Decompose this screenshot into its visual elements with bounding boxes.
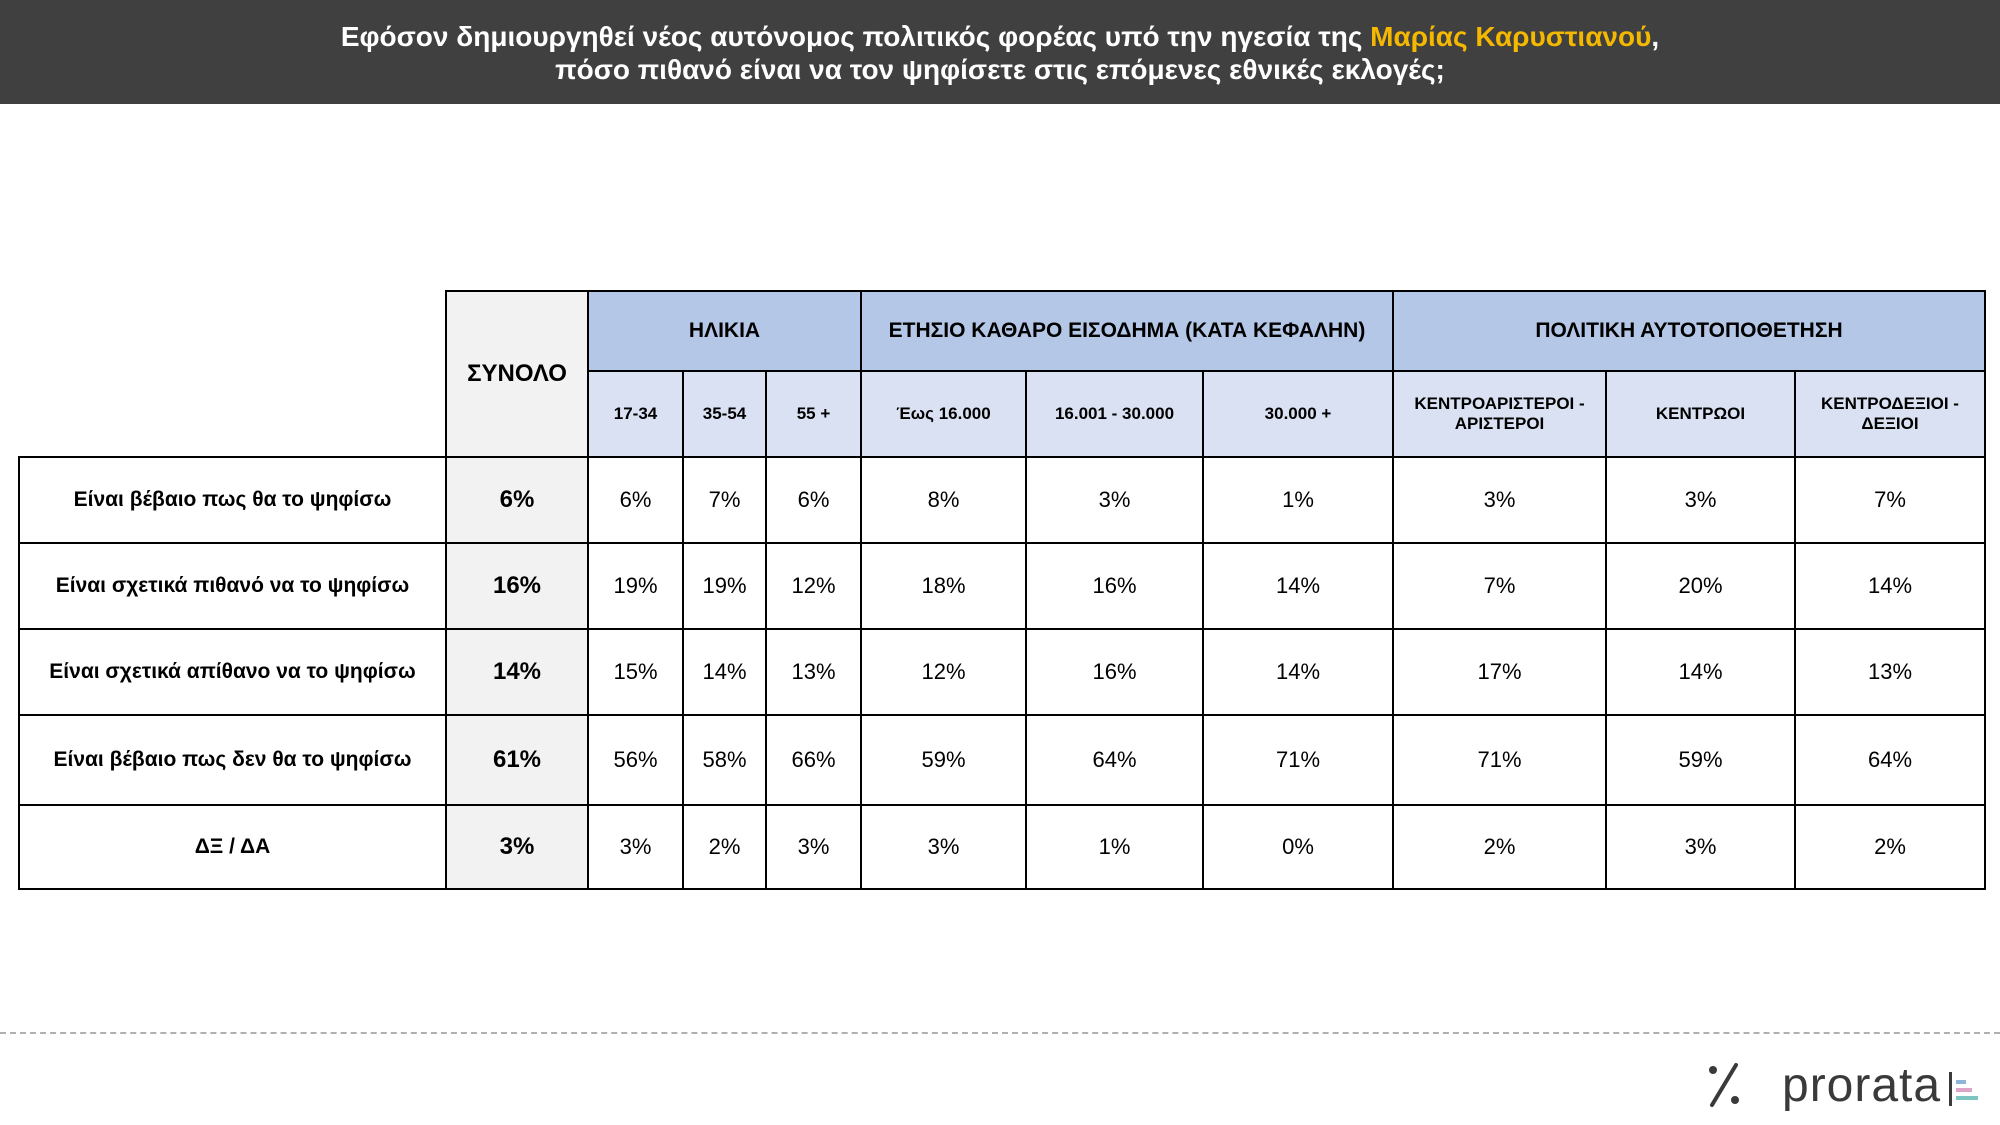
value-cell: 12% bbox=[860, 628, 1027, 716]
value-cell: 14% bbox=[1202, 628, 1394, 716]
value-cell: 1% bbox=[1025, 804, 1204, 890]
row-label: Είναι σχετικά πιθανό να το ψηφίσω bbox=[18, 542, 447, 630]
footer-divider bbox=[0, 1032, 2000, 1034]
title-bar: Εφόσον δημιουργηθεί νέος αυτόνομος πολιτ… bbox=[0, 0, 2000, 104]
title-highlight-name: Μαρίας Καρυστιανού bbox=[1370, 21, 1652, 52]
row-label: Είναι σχετικά απίθανο να το ψηφίσω bbox=[18, 628, 447, 716]
value-cell: 2% bbox=[1794, 804, 1986, 890]
table-body: Είναι βέβαιο πως θα το ψηφίσω 6% 6% 7% 6% 8% 3… bbox=[18, 456, 1986, 890]
group-header-income: ΕΤΗΣΙΟ ΚΑΘΑΡΟ ΕΙΣΟΔΗΜΑ (ΚΑΤΑ ΚΕΦΑΛΗΝ) bbox=[860, 290, 1394, 372]
value-cell: 2% bbox=[1392, 804, 1607, 890]
brand-logo-text: prorata bbox=[1782, 1059, 1942, 1112]
value-cell: 3% bbox=[1025, 456, 1204, 544]
value-cell: 16% bbox=[1025, 542, 1204, 630]
title-prefix: Εφόσον δημιουργηθεί νέος αυτόνομος πολιτ… bbox=[340, 21, 1363, 52]
group-header-political: ΠΟΛΙΤΙΚΗ ΑΥΤΟΤΟΠΟΘΕΤΗΣΗ bbox=[1392, 290, 1986, 372]
title-line-1: Εφόσον δημιουργηθεί νέος αυτόνομος πολιτ… bbox=[0, 20, 2000, 53]
value-cell: 16% bbox=[1025, 628, 1204, 716]
crosstab-table: ΣΥΝΟΛΟ ΗΛΙΚΙΑ ΕΤΗΣΙΟ ΚΑΘΑΡΟ ΕΙΣΟΔΗΜΑ (ΚΑ… bbox=[18, 290, 1986, 890]
value-cell: 71% bbox=[1202, 714, 1394, 806]
col-header-35-54: 35-54 bbox=[682, 370, 767, 458]
col-header-income-mid: 16.001 - 30.000 bbox=[1025, 370, 1204, 458]
total-cell: 14% bbox=[445, 628, 589, 716]
value-cell: 64% bbox=[1025, 714, 1204, 806]
value-cell: 3% bbox=[765, 804, 862, 890]
bar-chart-logo-icon bbox=[1949, 1072, 1978, 1106]
col-header-centre: ΚΕΝΤΡΩΟΙ bbox=[1605, 370, 1796, 458]
col-header-centre-right: ΚΕΝΤΡΟΔΕΞΙΟΙ - ΔΕΞΙΟΙ bbox=[1794, 370, 1986, 458]
total-cell: 16% bbox=[445, 542, 589, 630]
table-row: ΔΞ / ΔΑ 3% 3% 2% 3% 3% 1% 0% 2% 3% 2% bbox=[18, 804, 1986, 890]
value-cell: 19% bbox=[682, 542, 767, 630]
value-cell: 20% bbox=[1605, 542, 1796, 630]
value-cell: 59% bbox=[860, 714, 1027, 806]
value-cell: 14% bbox=[1605, 628, 1796, 716]
value-cell: 17% bbox=[1392, 628, 1607, 716]
value-cell: 1% bbox=[1202, 456, 1394, 544]
table-row: Είναι σχετικά απίθανο να το ψηφίσω 14% 15%… bbox=[18, 628, 1986, 716]
group-header-age: ΗΛΙΚΙΑ bbox=[587, 290, 862, 372]
col-header-centre-left: ΚΕΝΤΡΟΑΡΙΣΤΕΡΟΙ - ΑΡΙΣΤΕΡΟΙ bbox=[1392, 370, 1607, 458]
col-header-income-high: 30.000 + bbox=[1202, 370, 1394, 458]
value-cell: 14% bbox=[1794, 542, 1986, 630]
value-cell: 56% bbox=[587, 714, 684, 806]
corner-blank bbox=[19, 291, 447, 458]
row-label: Είναι βέβαιο πως θα το ψηφίσω bbox=[18, 456, 447, 544]
value-cell: 18% bbox=[860, 542, 1027, 630]
value-cell: 59% bbox=[1605, 714, 1796, 806]
total-column-header: ΣΥΝΟΛΟ bbox=[445, 290, 589, 458]
value-cell: 71% bbox=[1392, 714, 1607, 806]
value-cell: 7% bbox=[1392, 542, 1607, 630]
percent-logo-icon bbox=[1709, 1063, 1739, 1107]
value-cell: 58% bbox=[682, 714, 767, 806]
value-cell: 0% bbox=[1202, 804, 1394, 890]
value-cell: 6% bbox=[765, 456, 862, 544]
value-cell: 3% bbox=[587, 804, 684, 890]
col-header-55-plus: 55 + bbox=[765, 370, 862, 458]
total-cell: 6% bbox=[445, 456, 589, 544]
value-cell: 3% bbox=[1605, 456, 1796, 544]
value-cell: 8% bbox=[860, 456, 1027, 544]
value-cell: 13% bbox=[1794, 628, 1986, 716]
total-cell: 3% bbox=[445, 804, 589, 890]
col-header-17-34: 17-34 bbox=[587, 370, 684, 458]
value-cell: 7% bbox=[1794, 456, 1986, 544]
value-cell: 3% bbox=[860, 804, 1027, 890]
value-cell: 19% bbox=[587, 542, 684, 630]
row-label: ΔΞ / ΔΑ bbox=[18, 804, 447, 890]
value-cell: 13% bbox=[765, 628, 862, 716]
value-cell: 12% bbox=[765, 542, 862, 630]
value-cell: 3% bbox=[1392, 456, 1607, 544]
table-row: Είναι σχετικά πιθανό να το ψηφίσω 16% 19% 1… bbox=[18, 542, 1986, 630]
value-cell: 7% bbox=[682, 456, 767, 544]
total-cell: 61% bbox=[445, 714, 589, 806]
value-cell: 66% bbox=[765, 714, 862, 806]
value-cell: 14% bbox=[682, 628, 767, 716]
value-cell: 14% bbox=[1202, 542, 1394, 630]
table-row: Είναι βέβαιο πως δεν θα το ψηφίσω 61% 56% 5… bbox=[18, 714, 1986, 806]
col-header-income-low: Έως 16.000 bbox=[860, 370, 1027, 458]
value-cell: 64% bbox=[1794, 714, 1986, 806]
value-cell: 15% bbox=[587, 628, 684, 716]
title-suffix: , bbox=[1651, 21, 1660, 52]
value-cell: 2% bbox=[682, 804, 767, 890]
row-label: Είναι βέβαιο πως δεν θα το ψηφίσω bbox=[18, 714, 447, 806]
value-cell: 6% bbox=[587, 456, 684, 544]
title-line-2: πόσο πιθανό είναι να τον ψηφίσετε στις ε… bbox=[555, 54, 1445, 85]
value-cell: 3% bbox=[1605, 804, 1796, 890]
table-row: Είναι βέβαιο πως θα το ψηφίσω 6% 6% 7% 6% 8% 3… bbox=[18, 456, 1986, 544]
